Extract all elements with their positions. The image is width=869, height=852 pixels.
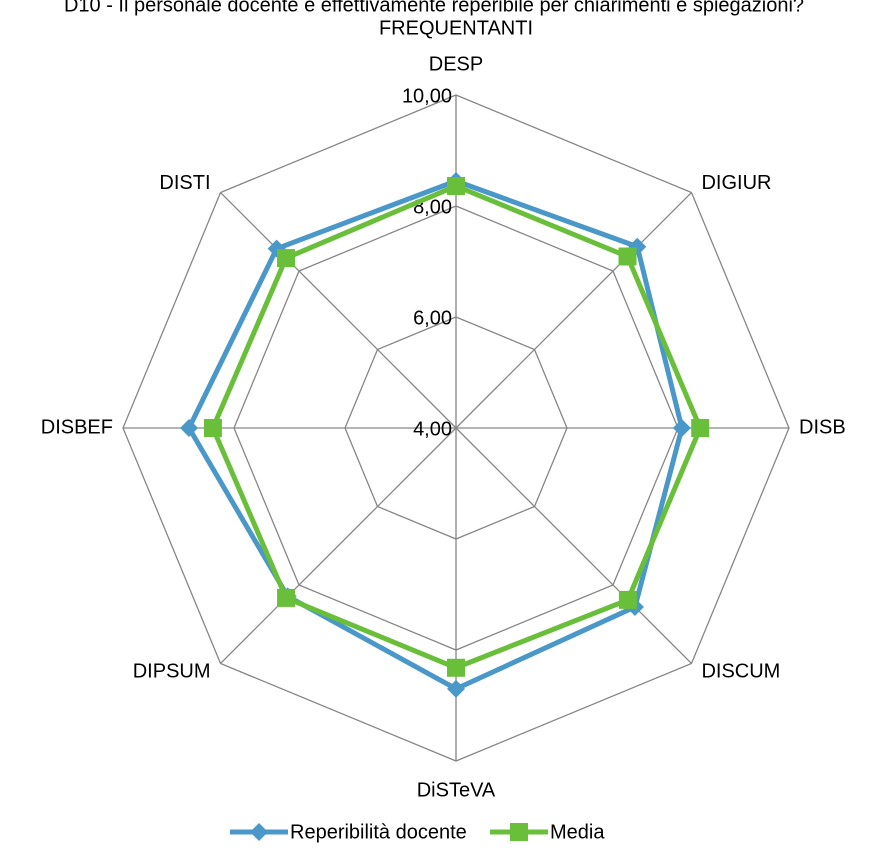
category-label: DESP xyxy=(429,53,483,75)
tick-label: 6,00 xyxy=(413,307,452,329)
legend-label: Media xyxy=(550,821,605,843)
marker xyxy=(203,419,222,437)
marker xyxy=(277,249,296,268)
marker xyxy=(672,419,691,437)
marker xyxy=(447,679,465,698)
tick-label: 10,00 xyxy=(402,85,452,107)
marker xyxy=(447,658,465,677)
axis-spoke xyxy=(455,427,692,664)
category-label: DISCUM xyxy=(701,661,780,683)
axis-spoke xyxy=(220,192,457,429)
chart-title: D10 - Il personale docente è effettivame… xyxy=(64,0,804,16)
axis-spoke xyxy=(220,427,457,664)
category-label: DISB xyxy=(799,416,846,438)
marker xyxy=(180,419,199,437)
legend-marker xyxy=(510,823,528,841)
marker xyxy=(277,588,296,607)
legend-label: Reperibilità docente xyxy=(290,821,467,843)
marker xyxy=(618,247,637,266)
marker xyxy=(447,177,465,196)
marker xyxy=(691,419,710,437)
category-label: DISTI xyxy=(159,172,210,194)
marker xyxy=(618,590,637,609)
category-label: DIGIUR xyxy=(701,172,771,194)
marker xyxy=(267,239,286,258)
chart-subtitle: FREQUENTANTI xyxy=(379,17,533,39)
category-label: DISBEF xyxy=(41,416,113,438)
legend-marker xyxy=(250,823,268,841)
category-label: DiSTeVA xyxy=(417,779,496,801)
axis-spoke xyxy=(455,192,692,429)
category-label: DIPSUM xyxy=(133,661,211,683)
tick-label: 4,00 xyxy=(413,418,452,440)
